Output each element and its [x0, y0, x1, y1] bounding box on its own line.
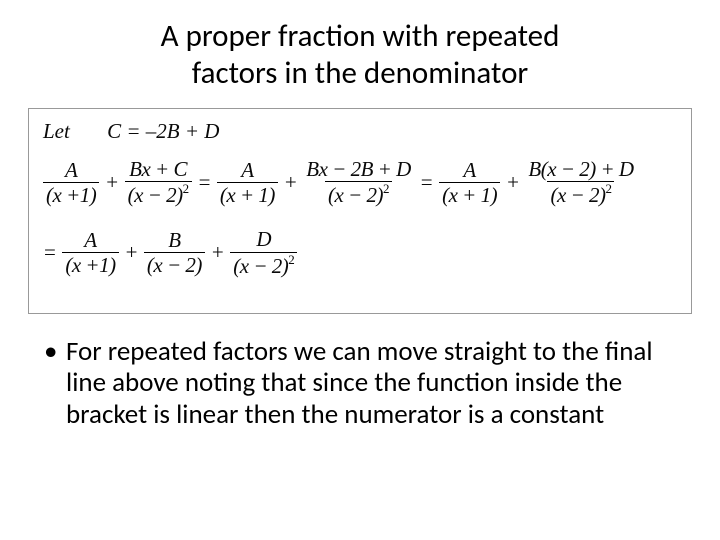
plus-op: +: [106, 170, 117, 195]
slide-title: A proper fraction with repeated factors …: [28, 18, 692, 92]
bullet-item: •For repeated factors we can move straig…: [28, 336, 692, 432]
frac-3: A (x + 1): [217, 159, 278, 206]
frac-1: A (x +1): [43, 159, 99, 206]
equation-row-1: A (x +1) + Bx + C (x − 2)2 = A (x + 1) +…: [43, 158, 677, 206]
equals-op: =: [44, 240, 55, 265]
let-rhs: C = –2B + D: [107, 119, 219, 143]
frac-8: B (x − 2): [144, 229, 205, 276]
frac-9: D (x − 2)2: [230, 228, 297, 276]
frac-4: Bx − 2B + D (x − 2)2: [303, 158, 413, 206]
plus-op: +: [212, 240, 223, 265]
frac-2: Bx + C (x − 2)2: [125, 158, 192, 206]
frac-7: A (x +1): [62, 229, 118, 276]
frac-6: B(x − 2) + D (x − 2)2: [525, 158, 636, 206]
title-line-1: A proper fraction with repeated: [161, 17, 560, 55]
equation-box: Let C = –2B + D A (x +1) + Bx + C (x − 2…: [28, 108, 692, 313]
title-line-2: factors in the denominator: [192, 54, 528, 92]
let-label: Let: [43, 119, 70, 143]
plus-op: +: [507, 170, 518, 195]
plus-op: +: [285, 170, 296, 195]
bullet-text: For repeated factors we can move straigh…: [66, 335, 653, 432]
equals-op: =: [421, 170, 432, 195]
equation-row-2: = A (x +1) + B (x − 2) + D (x − 2)2: [43, 228, 677, 276]
bullet-dot-icon: •: [44, 336, 66, 368]
plus-op: +: [126, 240, 137, 265]
frac-5: A (x + 1): [439, 159, 500, 206]
let-line: Let C = –2B + D: [43, 119, 677, 144]
equals-op: =: [199, 170, 210, 195]
